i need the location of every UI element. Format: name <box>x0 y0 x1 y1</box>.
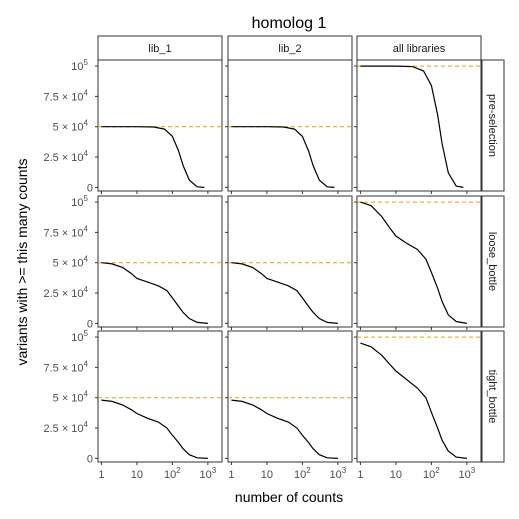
x-tick-label: 102 <box>294 466 311 481</box>
y-tick-label: 5 × 104 <box>53 390 89 405</box>
y-tick-label: 2.5 × 104 <box>43 285 88 300</box>
panel-frame <box>356 195 482 328</box>
panels-layer: lib_1 lib_2 all libraries pre-selection loos… <box>43 35 505 481</box>
column-strip-label-0: lib_1 <box>148 43 171 55</box>
y-tick-label: 5 × 104 <box>53 119 89 134</box>
series-line <box>101 126 205 188</box>
x-tick-label: 1 <box>357 469 363 481</box>
panel-2 <box>354 59 482 194</box>
panel-7: 1 10 102 103 <box>225 330 353 481</box>
panel-frame <box>97 59 223 192</box>
x-tick-label: 10 <box>131 469 143 481</box>
series-line <box>231 399 338 459</box>
y-tick-label: 2.5 × 104 <box>43 420 88 435</box>
panel-5 <box>354 195 482 330</box>
x-tick-label: 102 <box>423 466 440 481</box>
panel-4 <box>225 195 353 330</box>
panel-0: 0 2.5 × 104 5 × 104 7.5 × 104 105 <box>43 58 223 194</box>
x-tick-label: 1 <box>98 469 104 481</box>
series-line <box>360 65 464 188</box>
x-tick-label: 1 <box>228 469 234 481</box>
column-strip-1 <box>227 35 353 61</box>
row-strip-label-0: pre-selection <box>486 94 498 157</box>
y-tick-label: 5 × 104 <box>53 255 89 270</box>
row-strip-1 <box>481 195 505 328</box>
x-tick-label: 102 <box>164 466 181 481</box>
panel-frame <box>97 195 223 328</box>
column-strip-label-1: lib_2 <box>278 43 301 55</box>
panel-frame <box>227 330 353 463</box>
column-strip-0 <box>97 35 223 61</box>
panel-frame <box>227 59 353 192</box>
series-line <box>231 262 338 324</box>
panel-frame <box>356 330 482 463</box>
y-tick-label: 7.5 × 104 <box>43 224 88 239</box>
x-tick-label: 103 <box>459 466 476 481</box>
y-tick-label: 0 <box>87 182 93 194</box>
y-tick-label: 0 <box>87 318 93 330</box>
y-tick-label: 2.5 × 104 <box>43 149 88 164</box>
row-strip-label-1: loose_bottle <box>486 232 498 291</box>
panel-6: 0 2.5 × 104 5 × 104 7.5 × 104 105 1 10 102 103 <box>43 329 223 481</box>
series-line <box>101 262 208 324</box>
panel-frame <box>97 330 223 463</box>
x-tick-label: 10 <box>261 469 273 481</box>
x-tick-label: 103 <box>330 466 347 481</box>
panel-3: 0 2.5 × 104 5 × 104 7.5 × 104 105 <box>43 194 223 330</box>
y-tick-label: 7.5 × 104 <box>43 88 88 103</box>
panel-frame <box>356 59 482 192</box>
series-line <box>231 126 335 188</box>
row-strip-label-2: tight_bottle <box>486 370 498 424</box>
y-tick-label: 105 <box>71 194 88 209</box>
x-tick-label: 103 <box>200 466 217 481</box>
series-line <box>360 201 468 324</box>
panel-1 <box>225 59 353 194</box>
x-axis-title: number of counts <box>235 489 343 505</box>
column-strip-label-2: all libraries <box>393 43 446 55</box>
y-tick-label: 105 <box>71 329 88 344</box>
panel-8: 1 10 102 103 <box>354 330 482 481</box>
y-axis-title: variants with >= this many counts <box>14 159 30 366</box>
panel-frame <box>227 195 353 328</box>
series-line <box>360 342 467 459</box>
y-tick-label: 0 <box>87 453 93 465</box>
y-tick-label: 105 <box>71 58 88 73</box>
chart-title: homolog 1 <box>252 15 327 32</box>
x-tick-label: 10 <box>390 469 402 481</box>
row-strip-0 <box>481 59 505 192</box>
y-tick-label: 7.5 × 104 <box>43 359 88 374</box>
series-line <box>101 399 208 459</box>
row-strip-2 <box>481 330 505 463</box>
